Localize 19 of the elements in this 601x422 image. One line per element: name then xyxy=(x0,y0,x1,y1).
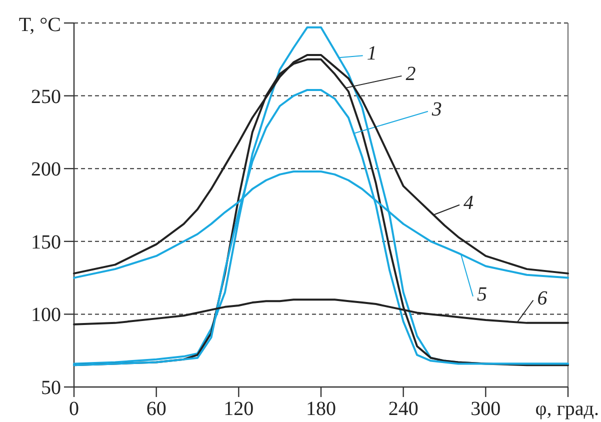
series-label: 5 xyxy=(476,283,487,306)
y-axis-title: T, °C xyxy=(18,14,61,36)
legend-label: 1 xyxy=(366,42,377,65)
x-axis-title: φ, град. xyxy=(535,398,599,420)
x-tick-label: 240 xyxy=(388,398,418,420)
x-tick-label: 180 xyxy=(306,398,336,420)
y-tick-label: 200 xyxy=(31,158,61,181)
legend-label: 4 xyxy=(464,192,474,214)
x-tick-label: 300 xyxy=(470,398,501,420)
legend-label: 3 xyxy=(430,98,442,120)
y-tick-label: 150 xyxy=(31,231,61,254)
y-tick-label: 250 xyxy=(31,86,61,108)
legend-label: 6 xyxy=(537,287,548,310)
x-tick-label: 60 xyxy=(146,398,166,420)
legend-label: 2 xyxy=(406,62,416,85)
x-tick-label: 0 xyxy=(69,398,79,420)
y-tick-label: 100 xyxy=(31,304,61,326)
x-tick-label: 120 xyxy=(224,398,254,420)
y-tick-label: 50 xyxy=(41,377,61,399)
